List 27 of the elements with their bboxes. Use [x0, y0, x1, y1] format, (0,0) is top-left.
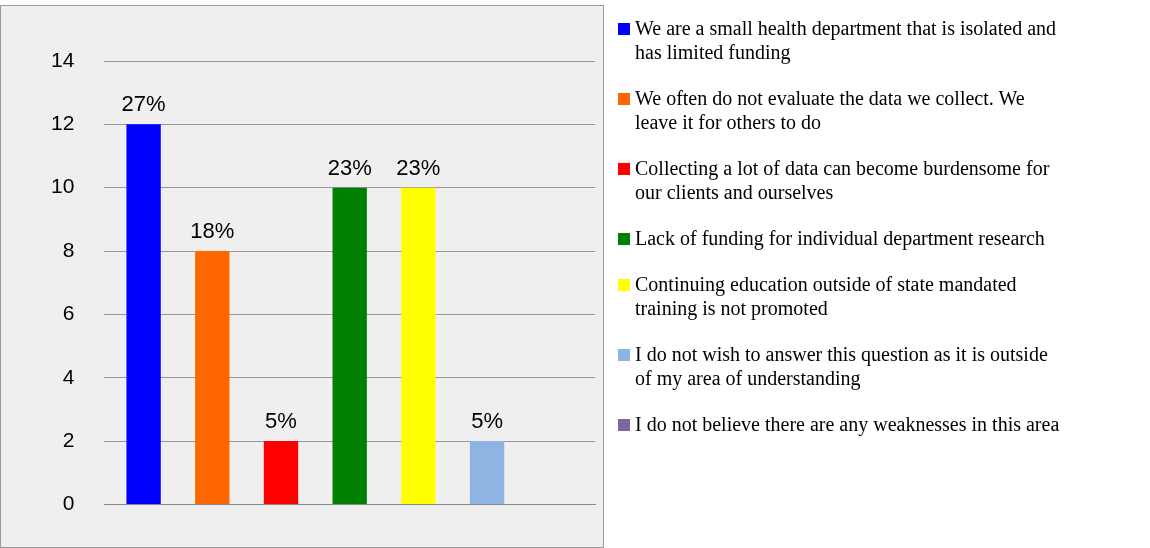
y-tick-label: 10 — [51, 174, 75, 198]
y-tick-label: 2 — [62, 427, 75, 451]
legend-label: Lack of funding for individual department research — [635, 226, 1045, 250]
legend-label: Collecting a lot of data can become burdensome for our clients and ourselves — [635, 156, 1051, 204]
y-tick-label: 4 — [62, 364, 75, 388]
y-tick-label: 6 — [62, 301, 75, 325]
legend-label: Continuing education outside of state mandated training is not promoted — [635, 272, 1018, 320]
y-tick-label: 0 — [62, 491, 75, 515]
annotation: 18% — [190, 218, 235, 244]
y-tick-label: 12 — [51, 111, 75, 135]
bar — [195, 251, 230, 504]
bar — [126, 124, 161, 504]
legend-label: We often do not evaluate the data we collect. We leave it for others to do — [635, 86, 1026, 134]
bar — [332, 187, 367, 504]
y-tick-label: 8 — [62, 237, 75, 261]
annotation: 5% — [471, 408, 503, 434]
annotation: 27% — [121, 91, 166, 117]
bar — [263, 441, 299, 504]
annotation: 23% — [396, 154, 441, 180]
legend-label: I do not wish to answer this question as it is outside of my area of understanding — [635, 342, 1049, 390]
y-tick-label: 14 — [51, 47, 75, 71]
legend-label: We are a small health department that is isolated and has limited funding — [635, 16, 1057, 64]
annotation: 5% — [265, 408, 297, 434]
bar — [401, 187, 436, 504]
bar — [469, 441, 505, 504]
annotation: 23% — [327, 154, 372, 180]
legend-label: I do not believe there are any weaknesses in this area — [635, 412, 1060, 436]
